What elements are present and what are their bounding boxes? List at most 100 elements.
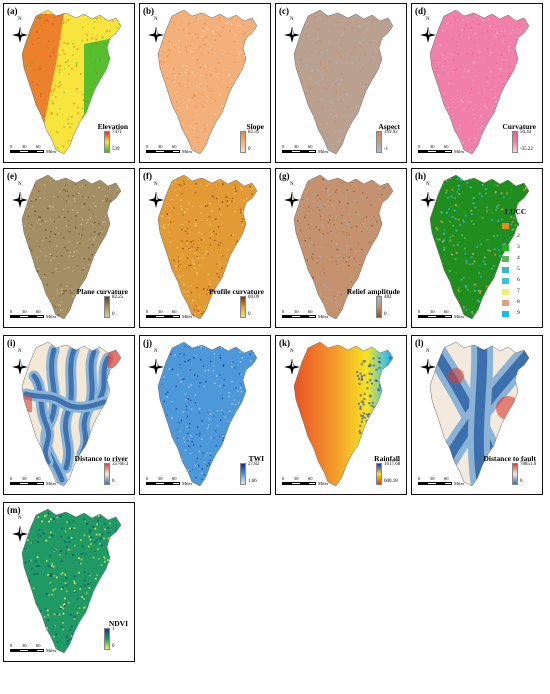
panel-letter: (h) — [415, 171, 426, 181]
scale-tick-label: 0 — [10, 476, 13, 481]
lucc-label: 2 — [517, 233, 520, 239]
north-arrow-icon — [12, 525, 28, 542]
scale-tick-label: 30 — [430, 309, 435, 314]
legend-min: -1 — [384, 147, 389, 152]
legend-max: 69.09 — [248, 295, 260, 300]
legend-color-ramp — [240, 463, 246, 485]
scale-tick-label: 30 — [294, 144, 299, 149]
scale-tick-label: 60 — [308, 144, 313, 149]
north-arrow-icon — [148, 358, 164, 375]
legend-min: 539 — [112, 147, 120, 152]
map-panel-curvature: (d) N 0 30 60 Miles Curvature 56.44 -35.22 — [411, 3, 543, 163]
scale-tick-label: 30 — [294, 476, 299, 481]
region-map — [157, 9, 258, 155]
scale-tick-label: 30 — [22, 643, 27, 648]
north-label: N — [154, 17, 158, 22]
scale-unit: Miles — [318, 480, 329, 486]
legend-title: LUCC — [505, 207, 527, 216]
scale-tick-label: 60 — [36, 476, 41, 481]
legend-color-ramp — [240, 296, 246, 318]
scale-tick-label: 0 — [146, 476, 149, 481]
lucc-label: 1 — [517, 222, 520, 228]
legend-title: NDVI — [108, 619, 128, 628]
legend-title: Curvature — [502, 122, 536, 131]
legend-max: 82.25 — [112, 295, 124, 300]
legend-title: Relief amplitude — [346, 287, 400, 296]
north-arrow-icon — [12, 26, 28, 43]
legend-title: Slope — [246, 122, 264, 131]
region-map — [21, 174, 122, 320]
panel-letter: (j) — [143, 338, 152, 348]
lucc-legend-item: 1 — [502, 221, 538, 232]
panel-letter: (c) — [279, 6, 289, 16]
scale-tick-label: 0 — [418, 309, 421, 314]
lucc-label: 5 — [517, 266, 520, 272]
map-panel-ndvi: (m) N 0 30 60 Miles NDVI 1 0 — [3, 502, 135, 662]
lucc-legend-item: 2 — [502, 232, 538, 243]
panel-letter: (i) — [7, 338, 16, 348]
legend-title: Profile curvature — [209, 287, 264, 296]
lucc-label: 6 — [517, 277, 520, 283]
north-label: N — [18, 182, 22, 187]
north-label: N — [18, 516, 22, 521]
legend-max: 27.82 — [248, 462, 260, 467]
legend-title: Rainfall — [374, 454, 400, 463]
legend-title: Distance to fault — [483, 454, 537, 463]
scale-tick-label: 30 — [158, 144, 163, 149]
map-panel-distance-to-river: (i) N 0 30 60 Miles Distance to river 35766.3 0 — [3, 335, 135, 495]
lucc-legend-item: 4 — [502, 254, 538, 265]
lucc-label: 8 — [517, 299, 520, 305]
scale-unit: Miles — [454, 148, 465, 154]
legend-min: 0 — [248, 147, 251, 152]
legend-min: 0 — [112, 644, 115, 649]
legend-color-ramp — [512, 131, 518, 153]
north-label: N — [426, 182, 430, 187]
scale-bar: 0 30 60 Miles — [146, 309, 210, 321]
legend-max: 1 — [112, 627, 115, 632]
lucc-legend-item: 8 — [502, 298, 538, 309]
legend-color-ramp — [240, 131, 246, 153]
scale-tick-label: 60 — [444, 144, 449, 149]
scale-bar: 0 30 60 Miles — [10, 476, 74, 488]
scale-unit: Miles — [46, 148, 57, 154]
legend-min: -35.22 — [520, 147, 533, 152]
panel-letter: (k) — [279, 338, 290, 348]
lucc-swatch — [502, 300, 509, 306]
lucc-legend-item: 7 — [502, 287, 538, 298]
region-map — [293, 174, 394, 320]
legend-min: 0 — [112, 312, 115, 317]
scale-unit: Miles — [46, 313, 57, 319]
legend-title: Distance to river — [74, 454, 128, 463]
legend-max: 1617.68 — [384, 462, 401, 467]
legend-min: 0 — [248, 312, 251, 317]
north-label: N — [426, 349, 430, 354]
legend-color-ramp — [104, 131, 110, 153]
scale-tick-label: 0 — [418, 144, 421, 149]
north-arrow-icon — [148, 26, 164, 43]
legend-max: 56.44 — [520, 130, 532, 135]
legend-max: 359.92 — [384, 130, 398, 135]
lucc-label: 9 — [517, 310, 520, 316]
scale-tick-label: 60 — [172, 144, 177, 149]
scale-bar: 0 30 60 Miles — [10, 144, 74, 156]
lucc-swatch — [502, 234, 509, 240]
north-arrow-icon — [284, 191, 300, 208]
scale-bar: 0 30 60 Miles — [282, 144, 346, 156]
scale-tick-label: 30 — [22, 476, 27, 481]
map-panel-twi: (j) N 0 30 60 Miles TWI 27.82 1.66 — [139, 335, 271, 495]
scale-tick-label: 0 — [10, 309, 13, 314]
scale-tick-label: 0 — [282, 476, 285, 481]
lucc-swatch — [502, 245, 509, 251]
lucc-swatch — [502, 256, 509, 262]
north-arrow-icon — [12, 358, 28, 375]
lucc-label: 4 — [517, 255, 520, 261]
lucc-swatch — [502, 278, 509, 284]
panel-letter: (b) — [143, 6, 154, 16]
legend-color-ramp — [376, 296, 382, 318]
scale-unit: Miles — [454, 480, 465, 486]
lucc-swatch — [502, 223, 509, 229]
legend-max: 35766.3 — [112, 462, 129, 467]
scale-bar: 0 30 60 Miles — [146, 144, 210, 156]
scale-tick-label: 30 — [430, 476, 435, 481]
scale-bar: 0 30 60 Miles — [418, 476, 482, 488]
